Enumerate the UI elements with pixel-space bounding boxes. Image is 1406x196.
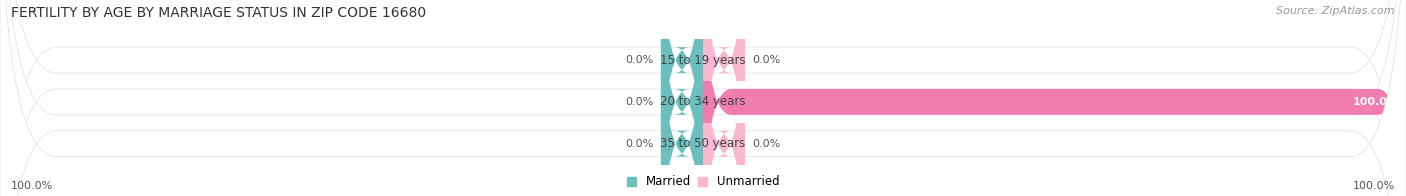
FancyBboxPatch shape bbox=[703, 0, 745, 196]
FancyBboxPatch shape bbox=[661, 0, 703, 196]
Text: 35 to 50 years: 35 to 50 years bbox=[661, 137, 745, 150]
Legend: Married, Unmarried: Married, Unmarried bbox=[627, 175, 779, 188]
Text: 0.0%: 0.0% bbox=[626, 97, 654, 107]
Text: 100.0%: 100.0% bbox=[1353, 97, 1399, 107]
Text: 0.0%: 0.0% bbox=[752, 139, 780, 149]
Text: FERTILITY BY AGE BY MARRIAGE STATUS IN ZIP CODE 16680: FERTILITY BY AGE BY MARRIAGE STATUS IN Z… bbox=[11, 6, 426, 20]
Text: 0.0%: 0.0% bbox=[752, 55, 780, 65]
Text: Source: ZipAtlas.com: Source: ZipAtlas.com bbox=[1277, 6, 1395, 16]
FancyBboxPatch shape bbox=[661, 0, 703, 196]
FancyBboxPatch shape bbox=[703, 0, 745, 196]
FancyBboxPatch shape bbox=[661, 0, 703, 196]
Text: 0.0%: 0.0% bbox=[626, 139, 654, 149]
Text: 100.0%: 100.0% bbox=[11, 181, 53, 191]
Text: 0.0%: 0.0% bbox=[626, 55, 654, 65]
Text: 15 to 19 years: 15 to 19 years bbox=[661, 54, 745, 67]
FancyBboxPatch shape bbox=[703, 0, 1406, 196]
Text: 100.0%: 100.0% bbox=[1353, 181, 1395, 191]
Text: 20 to 34 years: 20 to 34 years bbox=[661, 95, 745, 108]
